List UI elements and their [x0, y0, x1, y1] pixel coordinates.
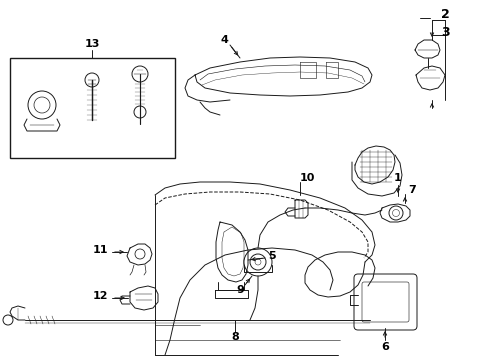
Text: 10: 10 [299, 173, 314, 183]
Text: 8: 8 [231, 332, 238, 342]
Text: 5: 5 [267, 251, 275, 261]
Bar [10, 58, 175, 158]
Text: 7: 7 [407, 185, 415, 195]
Text: 9: 9 [236, 285, 244, 295]
Text: 13: 13 [84, 39, 100, 49]
Text: 4: 4 [220, 35, 227, 45]
Text: 1: 1 [393, 173, 401, 183]
Text: 6: 6 [380, 342, 388, 352]
Text: 11: 11 [92, 245, 107, 255]
Text: 2: 2 [440, 9, 448, 22]
Text: 12: 12 [92, 291, 107, 301]
Text: 3: 3 [440, 26, 448, 39]
